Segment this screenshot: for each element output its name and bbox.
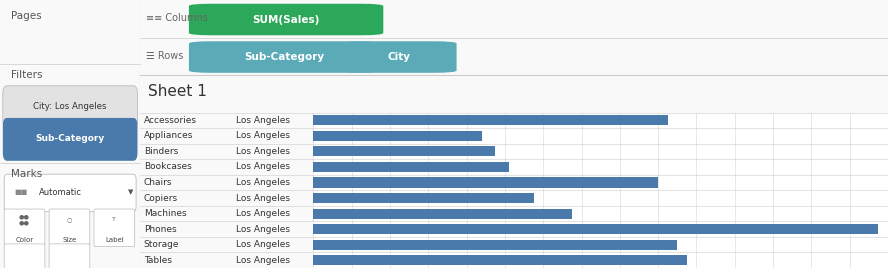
Text: Copiers: Copiers [144,193,178,203]
FancyBboxPatch shape [3,118,138,161]
FancyBboxPatch shape [4,209,45,247]
Text: Los Angeles: Los Angeles [235,131,289,140]
Text: Sheet 1: Sheet 1 [147,84,207,99]
FancyBboxPatch shape [4,244,45,268]
Text: Los Angeles: Los Angeles [235,116,289,125]
Text: Los Angeles: Los Angeles [235,193,289,203]
Text: Sub-Category: Sub-Category [36,134,105,143]
Text: T: T [113,217,116,222]
Bar [313,193,534,203]
Text: ■■: ■■ [14,189,28,195]
FancyBboxPatch shape [3,86,138,129]
FancyBboxPatch shape [94,209,135,247]
Bar [313,131,482,141]
Text: Bookcases: Bookcases [144,162,192,172]
Text: Chairs: Chairs [144,178,172,187]
Text: ○: ○ [67,217,72,222]
FancyBboxPatch shape [189,4,384,35]
Text: ☰ Rows: ☰ Rows [147,51,184,61]
Text: Filters: Filters [12,70,43,80]
Text: Los Angeles: Los Angeles [235,147,289,156]
FancyBboxPatch shape [341,41,456,73]
Text: Size: Size [62,237,76,243]
Text: Tables: Tables [144,256,171,265]
Text: Los Angeles: Los Angeles [235,256,289,265]
Text: Machines: Machines [144,209,186,218]
Text: Los Angeles: Los Angeles [235,225,289,234]
FancyBboxPatch shape [4,174,136,212]
Text: Binders: Binders [144,147,178,156]
Bar [313,255,687,265]
Text: Los Angeles: Los Angeles [235,162,289,172]
Text: Color: Color [15,237,34,243]
Text: Los Angeles: Los Angeles [235,240,289,249]
Bar [313,177,658,188]
Text: Automatic: Automatic [39,188,83,197]
Text: Marks: Marks [12,169,43,179]
Bar [313,240,678,250]
FancyBboxPatch shape [49,244,90,268]
Bar [313,224,878,234]
Text: ●●
●●: ●● ●● [19,214,30,225]
Text: Los Angeles: Los Angeles [235,209,289,218]
FancyBboxPatch shape [49,209,90,247]
Text: Los Angeles: Los Angeles [235,178,289,187]
Text: Label: Label [105,237,123,243]
Text: ▼: ▼ [128,189,133,195]
Text: City: City [387,52,410,62]
Text: SUM(Sales): SUM(Sales) [252,14,320,24]
Bar [313,209,572,219]
Text: ≡≡ Columns: ≡≡ Columns [147,13,208,23]
Text: Accessories: Accessories [144,116,197,125]
Text: Pages: Pages [12,11,42,21]
Text: City: Los Angeles: City: Los Angeles [34,102,107,111]
Text: Phones: Phones [144,225,177,234]
Bar [313,146,496,157]
Text: Sub-Category: Sub-Category [244,52,324,62]
Text: Storage: Storage [144,240,179,249]
Bar [313,162,509,172]
Text: Appliances: Appliances [144,131,194,140]
Bar [313,115,668,125]
FancyBboxPatch shape [189,41,379,73]
